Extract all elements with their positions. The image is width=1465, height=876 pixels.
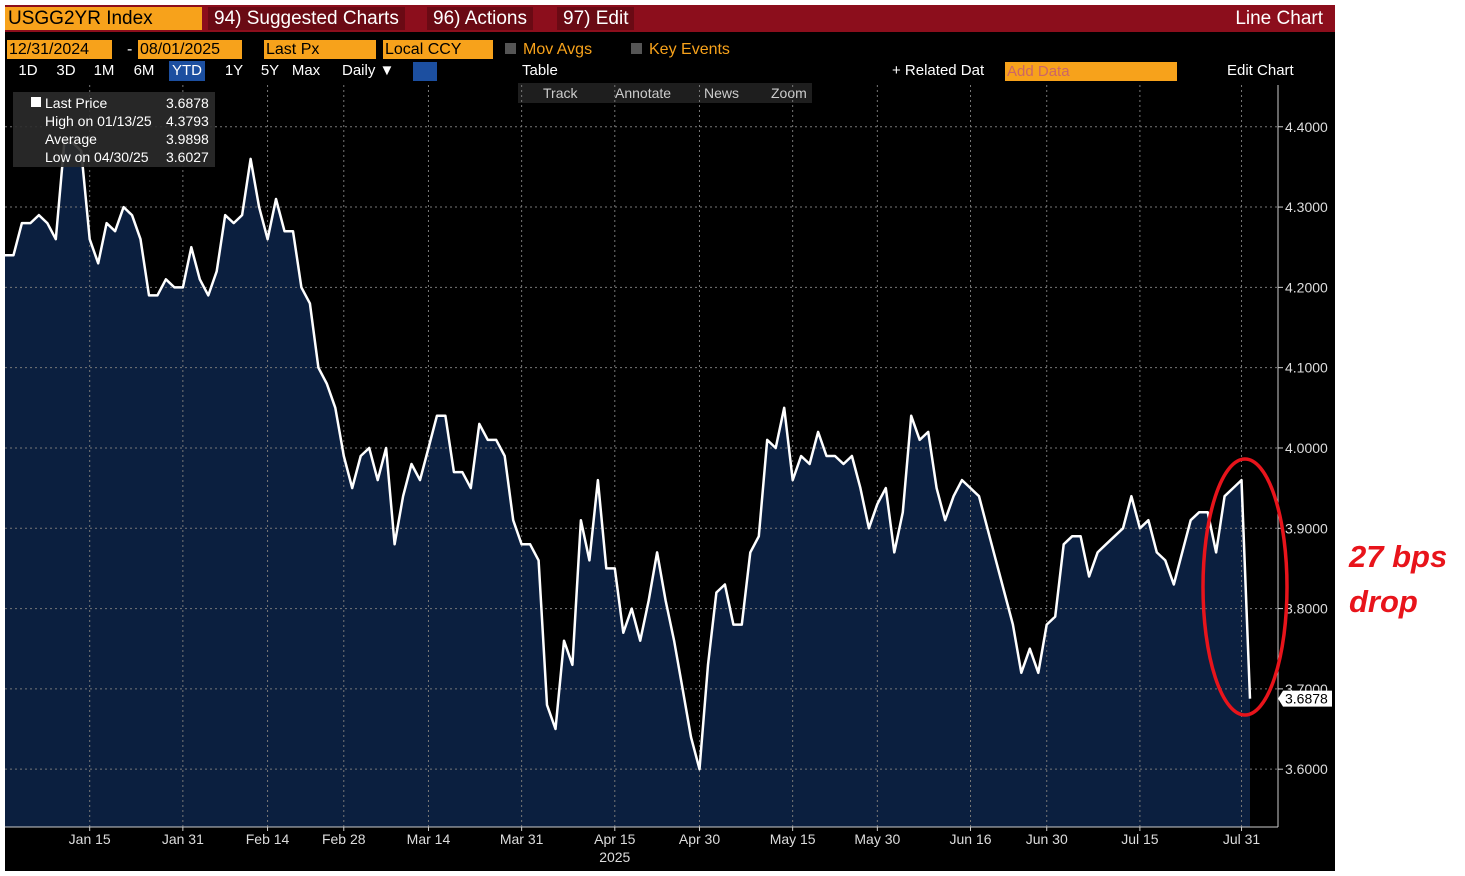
tool[interactable]: Track	[543, 85, 578, 101]
annotation-text: drop	[1349, 584, 1418, 619]
period-button[interactable]: 3D	[56, 62, 76, 79]
table[interactable]: Table	[522, 62, 558, 79]
separator: -	[127, 41, 133, 58]
line-icon[interactable]	[413, 62, 437, 81]
tool[interactable]: Zoom	[771, 85, 807, 101]
end-date[interactable]: 08/01/2025	[138, 40, 242, 59]
menu[interactable]: 94) Suggested Charts	[208, 7, 405, 30]
checkbox[interactable]	[631, 43, 642, 54]
annotation-text: 27 bps	[1348, 539, 1447, 574]
tools-bar	[518, 83, 812, 103]
period-button[interactable]: 1Y	[224, 62, 244, 79]
add-data[interactable]: Add Data	[1005, 62, 1177, 81]
related-data[interactable]: + Related Dat	[892, 62, 985, 79]
chart-type: Line Chart	[1235, 8, 1323, 29]
key-events[interactable]: Key Events	[649, 41, 730, 58]
mov-avgs[interactable]: Mov Avgs	[523, 41, 593, 58]
period-button[interactable]: YTD	[169, 61, 205, 81]
field[interactable]: Last Px	[264, 40, 376, 59]
edit-chart[interactable]: Edit Chart	[1227, 62, 1294, 79]
tool[interactable]: News	[704, 85, 740, 101]
period-button[interactable]: 1M	[93, 62, 115, 79]
period-button[interactable]: 1D	[18, 62, 38, 79]
currency[interactable]: Local CCY	[383, 40, 493, 59]
ticker[interactable]: USGG2YR Index	[5, 7, 202, 30]
start-date[interactable]: 12/31/2024	[7, 40, 112, 59]
period-button[interactable]: 5Y	[260, 62, 280, 79]
period-button[interactable]: 6M	[133, 62, 155, 79]
menu[interactable]: 97) Edit	[557, 7, 635, 30]
header-bar: USGG2YR Index 94) Suggested Charts 96) A…	[5, 5, 1335, 32]
menu[interactable]: 96) Actions	[427, 7, 533, 30]
tool[interactable]: Annotate	[615, 85, 672, 101]
frequency[interactable]: Daily ▼	[342, 62, 395, 79]
period-button[interactable]: Max	[291, 62, 321, 79]
checkbox[interactable]	[505, 43, 516, 54]
terminal-panel: USGG2YR Index 94) Suggested Charts 96) A…	[5, 5, 1335, 871]
